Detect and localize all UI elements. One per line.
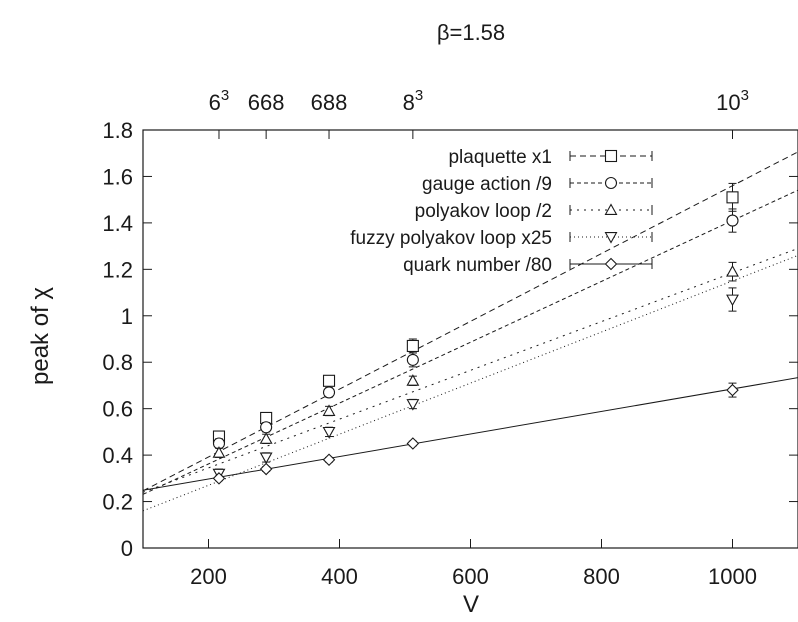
x-tick-label: 400	[321, 564, 358, 589]
point-circle	[604, 176, 618, 190]
point-circle	[322, 386, 336, 399]
fit-line	[143, 189, 798, 495]
fit-line	[143, 151, 798, 492]
y-tick-label: 1	[121, 304, 133, 329]
series-2	[143, 189, 798, 495]
point-triangle-up	[604, 203, 618, 215]
legend-label: plaquette x1	[448, 147, 552, 168]
x-tick-label: 1000	[708, 564, 757, 589]
y-tick-label: 1.8	[102, 118, 133, 143]
point-diamond	[212, 472, 226, 485]
point-triangle-down	[322, 426, 336, 439]
series-3	[143, 247, 798, 493]
legend: plaquette x1 gauge action /9 polyakov loop…	[350, 147, 653, 276]
point-square	[604, 149, 618, 163]
point-circle	[726, 214, 739, 227]
y-tick-label: 0.2	[102, 490, 133, 515]
top-tick-label: 688	[311, 90, 348, 115]
chart-title: β=1.58	[437, 20, 505, 45]
y-axis-label: peak of χ	[27, 287, 54, 385]
top-tick-label: 668	[248, 90, 285, 115]
point-square	[406, 339, 419, 353]
point-circle	[260, 421, 273, 434]
point-triangle-up	[726, 265, 739, 277]
series-5	[143, 377, 798, 491]
point-triangle-up	[406, 374, 420, 386]
x-tick-label: 200	[190, 564, 227, 589]
point-triangle-up	[322, 404, 336, 416]
point-triangle-down	[604, 232, 618, 244]
point-diamond	[406, 437, 420, 450]
y-tick-label: 0.6	[102, 397, 133, 422]
y-tick-label: 0	[121, 536, 133, 561]
point-diamond	[726, 383, 739, 397]
y-tick-label: 0.8	[102, 350, 133, 375]
point-triangle-down	[726, 294, 739, 307]
x-axis-label: V	[463, 591, 479, 618]
point-triangle-up	[212, 446, 226, 458]
x-tick-label: 800	[583, 564, 620, 589]
x-tick-label: 600	[452, 564, 489, 589]
fit-line	[143, 247, 798, 493]
point-diamond	[322, 453, 336, 467]
point-circle	[406, 353, 419, 366]
y-tick-label: 1.2	[102, 257, 133, 282]
plot-area: 0 0.2 0.4 0.6 0.8 1 1.2 1.4 1.6 1.8 200 400 600 800 10…	[102, 87, 798, 589]
point-triangle-down	[406, 399, 420, 411]
fit-line	[143, 254, 798, 512]
y-tick-label: 1.6	[102, 164, 133, 189]
point-diamond	[259, 462, 273, 476]
fit-line	[143, 377, 798, 491]
top-tick-label: 63	[209, 87, 230, 115]
point-triangle-up	[259, 432, 273, 444]
legend-label: quark number /80	[403, 255, 552, 276]
point-square	[726, 191, 739, 204]
series-4	[143, 254, 798, 512]
point-square	[322, 374, 336, 387]
legend-label: fuzzy polyakov loop x25	[350, 228, 552, 249]
y-tick-label: 1.4	[102, 211, 133, 236]
top-tick-label: 83	[403, 87, 424, 115]
y-tick-label: 0.4	[102, 443, 133, 468]
point-diamond	[604, 257, 618, 271]
top-tick-label: 103	[716, 87, 749, 115]
legend-label: gauge action /9	[422, 174, 552, 195]
legend-label: polyakov loop /2	[415, 201, 552, 222]
point-triangle-down	[259, 452, 273, 465]
